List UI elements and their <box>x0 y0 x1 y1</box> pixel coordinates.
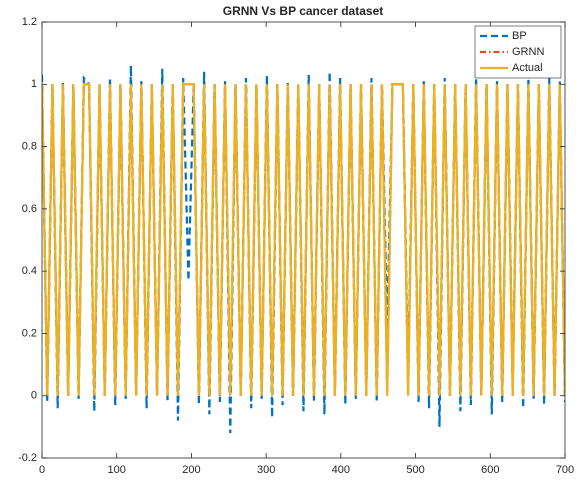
y-tick-label: -0.2 <box>18 452 37 464</box>
x-tick-label: 400 <box>332 464 350 476</box>
y-tick-label: 1.2 <box>22 16 37 28</box>
chart-title: GRNN Vs BP cancer dataset <box>223 4 384 18</box>
y-tick-label: 0.2 <box>22 327 37 339</box>
x-tick-label: 700 <box>556 464 574 476</box>
x-tick-label: 500 <box>406 464 424 476</box>
y-tick-label: 0.4 <box>22 265 37 277</box>
x-tick-label: 300 <box>257 464 275 476</box>
legend-label: Actual <box>512 62 543 74</box>
x-tick-label: 600 <box>481 464 499 476</box>
y-tick-label: 0.8 <box>22 140 37 152</box>
x-tick-label: 200 <box>182 464 200 476</box>
x-tick-label: 0 <box>39 464 45 476</box>
y-tick-label: 0.6 <box>22 203 37 215</box>
legend-label: BP <box>512 30 527 42</box>
y-tick-label: 0 <box>31 390 37 402</box>
legend-label: GRNN <box>512 46 544 58</box>
plot-lines <box>42 65 565 434</box>
x-tick-label: 100 <box>108 464 126 476</box>
axes-box <box>41 21 566 459</box>
y-tick-label: 1 <box>31 78 37 90</box>
line-series <box>42 83 565 396</box>
